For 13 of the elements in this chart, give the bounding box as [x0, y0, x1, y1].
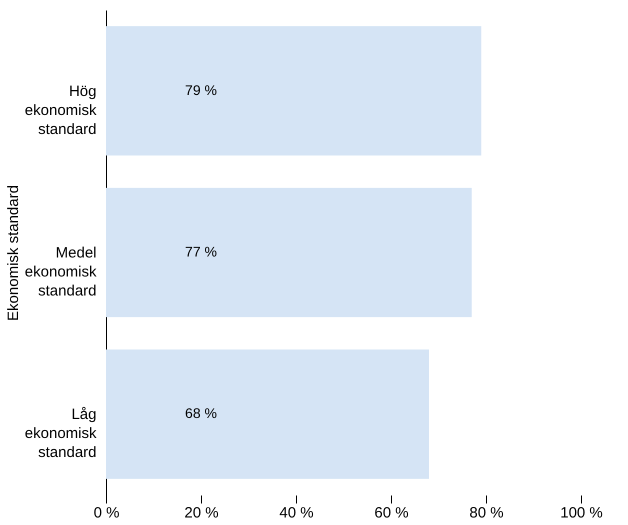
- data-label: 79 %: [185, 82, 217, 98]
- x-tick-label: 0 %: [94, 504, 120, 522]
- x-tick-label: 100 %: [560, 504, 603, 522]
- x-tick-label: 80 %: [469, 504, 504, 522]
- y-axis-title: Ekonomisk standard: [4, 185, 22, 321]
- data-label: 68 %: [185, 405, 217, 422]
- y-tick-label: Låg ekonomisk standard: [24, 406, 97, 462]
- data-label: 77 %: [185, 244, 217, 260]
- x-tick-label: 20 %: [184, 504, 219, 522]
- x-tick-label: 60 %: [374, 504, 409, 522]
- y-tick-label: Medel ekonomisk standard: [24, 244, 97, 300]
- y-tick-label: Hög ekonomisk standard: [24, 82, 97, 138]
- x-tick-label: 40 %: [279, 504, 314, 522]
